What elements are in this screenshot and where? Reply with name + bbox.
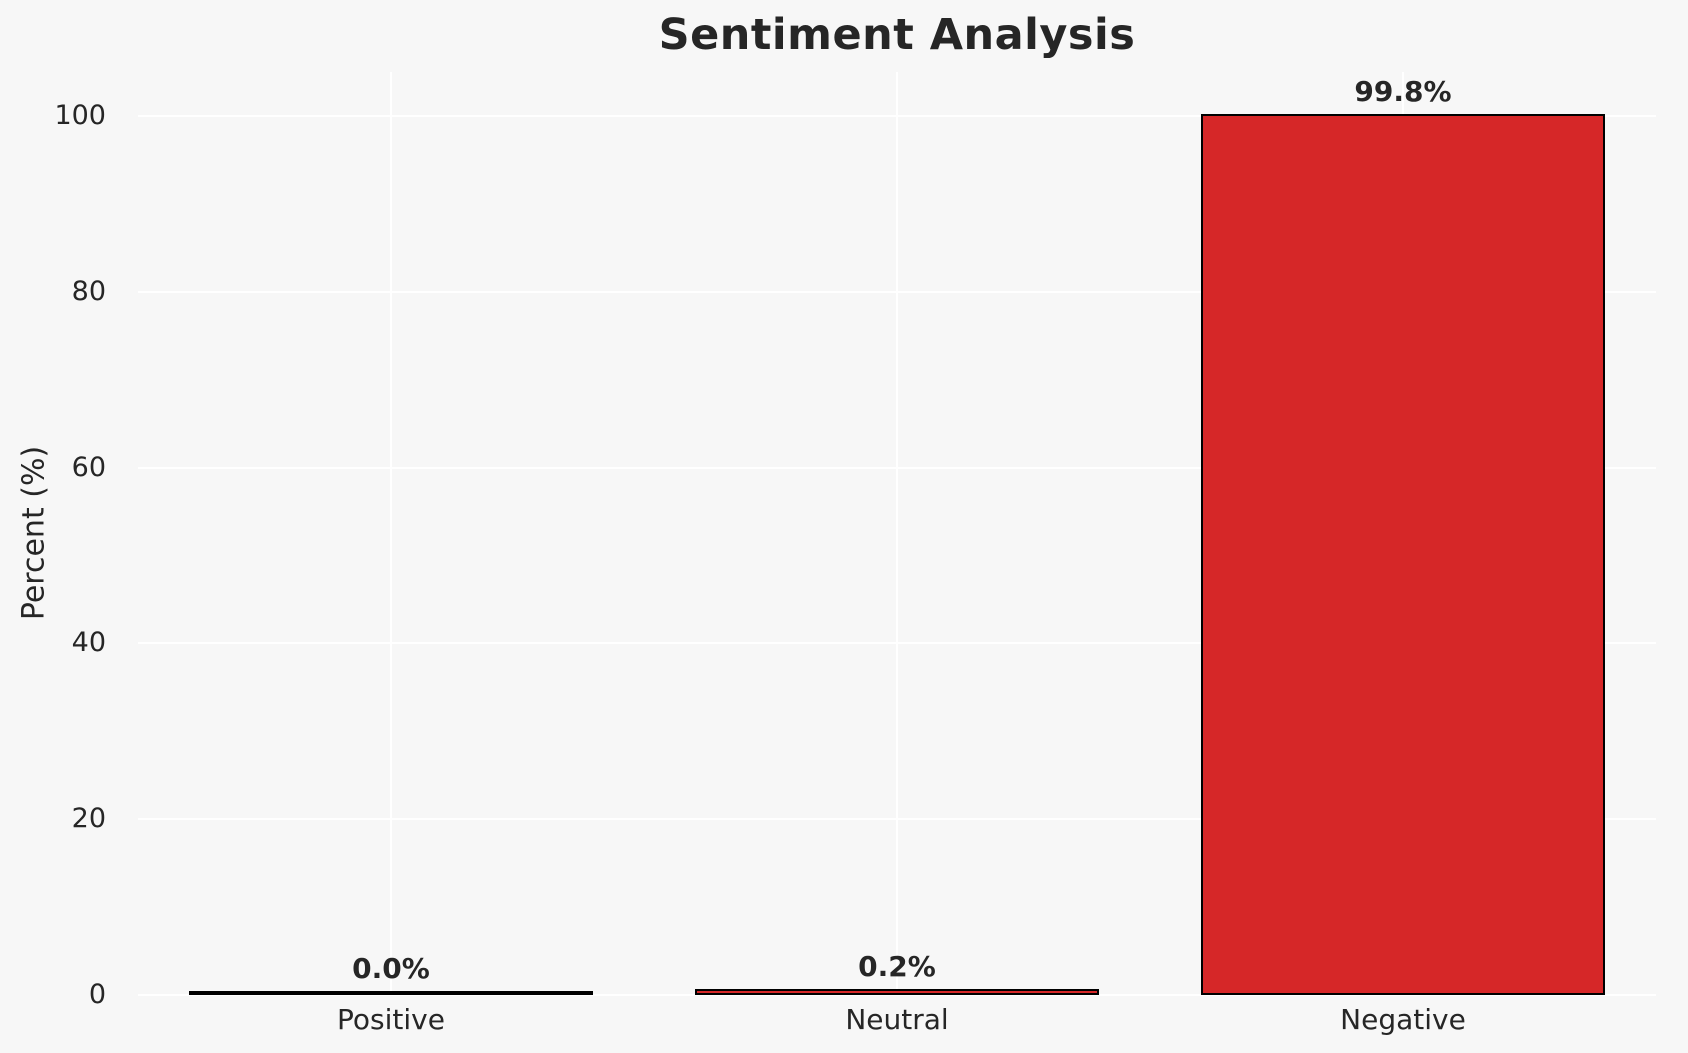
bar-negative bbox=[1200, 113, 1606, 995]
gridline-vertical bbox=[390, 72, 392, 995]
bar-positive bbox=[188, 991, 594, 995]
x-tick-label-neutral: Neutral bbox=[845, 1003, 949, 1036]
x-tick-label-negative: Negative bbox=[1340, 1003, 1466, 1036]
gridline-vertical bbox=[896, 72, 898, 995]
bar-value-label: 0.0% bbox=[352, 952, 430, 985]
chart-title: Sentiment Analysis bbox=[658, 10, 1136, 60]
y-tick-label: 20 bbox=[71, 803, 106, 835]
gridline-horizontal bbox=[138, 994, 1656, 996]
bar-value-label: 99.8% bbox=[1354, 74, 1452, 108]
plot-area: 0.0% 0.2% 99.8% bbox=[138, 72, 1656, 996]
y-tick-label: 0 bbox=[88, 979, 106, 1010]
y-tick-label: 80 bbox=[71, 275, 106, 307]
y-tick-label: 40 bbox=[71, 627, 106, 659]
x-tick-label-positive: Positive bbox=[337, 1003, 445, 1036]
bar-neutral bbox=[694, 989, 1100, 995]
y-tick-label: 60 bbox=[71, 451, 106, 483]
y-tick-label: 100 bbox=[54, 99, 106, 131]
bar-value-label: 0.2% bbox=[858, 950, 936, 984]
